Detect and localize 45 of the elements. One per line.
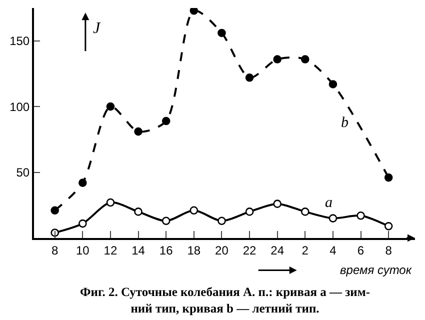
point bbox=[190, 8, 198, 15]
x-tick-label: 8 bbox=[385, 243, 392, 258]
x-axis-title: время суток bbox=[340, 263, 413, 277]
point bbox=[218, 216, 226, 226]
point bbox=[218, 28, 226, 38]
point bbox=[384, 173, 393, 182]
point bbox=[245, 208, 254, 216]
series-label: b bbox=[341, 115, 349, 131]
point bbox=[328, 214, 338, 222]
point bbox=[106, 102, 115, 111]
series-label: a bbox=[325, 195, 332, 211]
x-tick-label: 8 bbox=[52, 243, 59, 258]
point bbox=[106, 198, 115, 207]
y-tick-label: 150 bbox=[10, 34, 30, 48]
x-tick-label: 12 bbox=[104, 243, 118, 258]
x-tick-label: 6 bbox=[357, 243, 364, 258]
x-tick-label: 2 bbox=[302, 243, 309, 258]
x-tick-label: 10 bbox=[76, 243, 90, 258]
y-axis-title: J bbox=[93, 20, 101, 37]
point bbox=[328, 80, 338, 88]
x-tick-label: 20 bbox=[215, 243, 229, 258]
y-tick-label: 50 bbox=[16, 165, 30, 180]
text: Фиг. 2. Суточные колебания А. п.: кривая a — зим- ний тип, кривая b — летний тип. bbox=[80, 285, 370, 316]
x-tick-label: 24 bbox=[270, 243, 284, 258]
point bbox=[190, 206, 198, 215]
x-tick-label: 4 bbox=[330, 243, 337, 258]
point bbox=[301, 55, 310, 64]
y-tick-label: 100 bbox=[10, 100, 30, 114]
point bbox=[384, 222, 393, 230]
point bbox=[162, 216, 170, 226]
point bbox=[273, 55, 282, 64]
point bbox=[134, 208, 142, 216]
point bbox=[245, 74, 254, 82]
x-tick-label: 18 bbox=[187, 243, 201, 258]
x-tick-label: 22 bbox=[242, 243, 257, 258]
point bbox=[356, 212, 365, 220]
x-tick-label: 14 bbox=[132, 243, 146, 258]
point bbox=[50, 206, 60, 215]
point bbox=[78, 219, 87, 228]
point bbox=[162, 116, 170, 126]
x-tick-label: 16 bbox=[159, 243, 174, 258]
point bbox=[301, 208, 310, 216]
point bbox=[134, 127, 142, 136]
point bbox=[78, 178, 87, 187]
point bbox=[273, 200, 282, 208]
